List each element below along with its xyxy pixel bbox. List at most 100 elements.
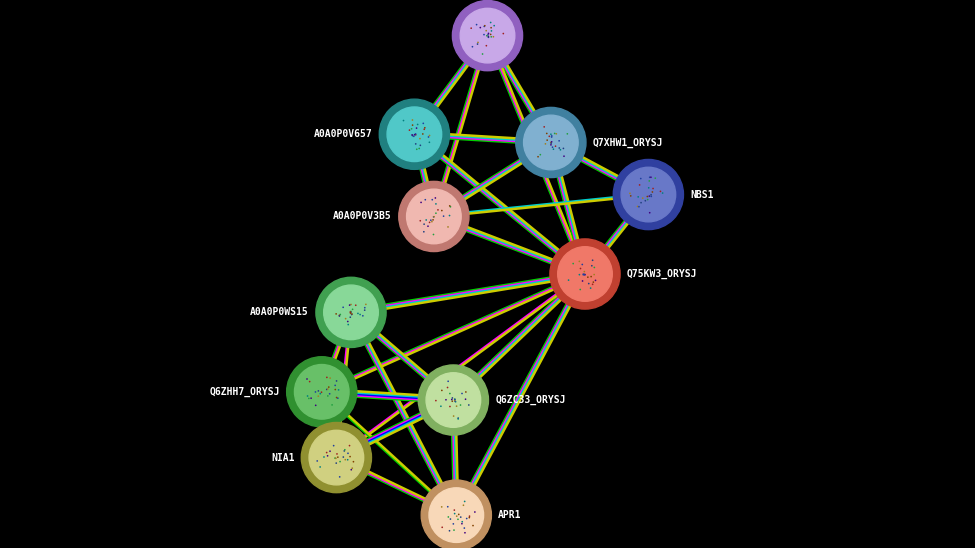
Point [416, 227, 432, 236]
Point [441, 377, 456, 386]
Point [299, 375, 315, 384]
Point [342, 313, 358, 322]
Point [421, 138, 437, 147]
Point [424, 195, 440, 204]
Point [426, 230, 442, 239]
Point [475, 50, 490, 59]
Point [412, 216, 428, 225]
Point [572, 264, 588, 273]
Point [457, 497, 473, 506]
Point [320, 392, 335, 401]
Point [451, 510, 467, 519]
Point [417, 123, 433, 132]
Point [655, 189, 671, 197]
Point [341, 441, 357, 450]
Point [561, 276, 576, 284]
Point [642, 208, 657, 217]
Point [434, 206, 449, 215]
Point [314, 388, 330, 397]
Point [337, 455, 353, 464]
Ellipse shape [324, 285, 378, 340]
Point [586, 278, 602, 287]
Point [428, 396, 444, 405]
Point [574, 277, 590, 286]
Point [411, 144, 427, 153]
Point [357, 304, 372, 312]
Point [410, 120, 425, 129]
Point [319, 448, 334, 457]
Point [311, 386, 327, 395]
Point [532, 150, 548, 159]
Point [487, 21, 502, 30]
Point [328, 454, 343, 463]
Ellipse shape [621, 167, 676, 222]
Point [642, 192, 657, 201]
Point [580, 273, 596, 282]
Point [575, 270, 591, 278]
Point [448, 397, 463, 406]
Point [447, 526, 462, 534]
Point [440, 503, 455, 511]
Text: APR1: APR1 [498, 510, 522, 520]
Point [344, 310, 360, 319]
Point [481, 33, 496, 42]
Point [548, 142, 564, 151]
Point [560, 129, 575, 138]
Point [635, 194, 650, 203]
Point [416, 125, 432, 134]
Point [577, 270, 593, 279]
Point [632, 180, 647, 189]
Point [450, 414, 466, 423]
Point [331, 385, 346, 394]
Point [446, 412, 461, 420]
Point [585, 280, 601, 289]
Point [566, 259, 581, 268]
Point [332, 472, 347, 481]
Point [346, 458, 362, 466]
Point [405, 121, 420, 129]
Point [539, 136, 555, 145]
Point [479, 26, 494, 35]
Point [622, 189, 638, 198]
Point [417, 195, 433, 204]
Point [575, 270, 591, 279]
Point [551, 136, 566, 145]
Point [642, 176, 657, 185]
Ellipse shape [301, 423, 371, 493]
Point [409, 145, 424, 153]
Point [329, 310, 344, 318]
Text: NIA1: NIA1 [271, 453, 294, 463]
Text: A0A0P0V3B5: A0A0P0V3B5 [333, 212, 392, 221]
Point [434, 503, 449, 511]
Point [299, 392, 315, 401]
Point [479, 31, 494, 40]
Point [571, 257, 587, 266]
Point [302, 377, 318, 386]
Point [438, 396, 453, 404]
Point [408, 129, 423, 138]
Point [447, 396, 462, 405]
Point [319, 385, 334, 394]
Point [422, 218, 438, 227]
Point [483, 30, 498, 39]
Ellipse shape [452, 1, 523, 71]
Point [345, 305, 361, 313]
Point [308, 401, 324, 410]
Point [544, 132, 560, 140]
Point [344, 310, 360, 318]
Point [442, 402, 457, 411]
Point [323, 374, 338, 383]
Point [577, 270, 593, 279]
Point [463, 24, 479, 32]
Point [644, 173, 659, 181]
Point [428, 193, 444, 202]
Point [536, 123, 552, 132]
Point [342, 301, 358, 310]
Point [412, 134, 428, 143]
Point [541, 132, 557, 141]
Point [343, 308, 359, 317]
Point [530, 152, 546, 161]
Point [415, 129, 431, 138]
Point [337, 314, 353, 323]
Point [447, 506, 462, 515]
